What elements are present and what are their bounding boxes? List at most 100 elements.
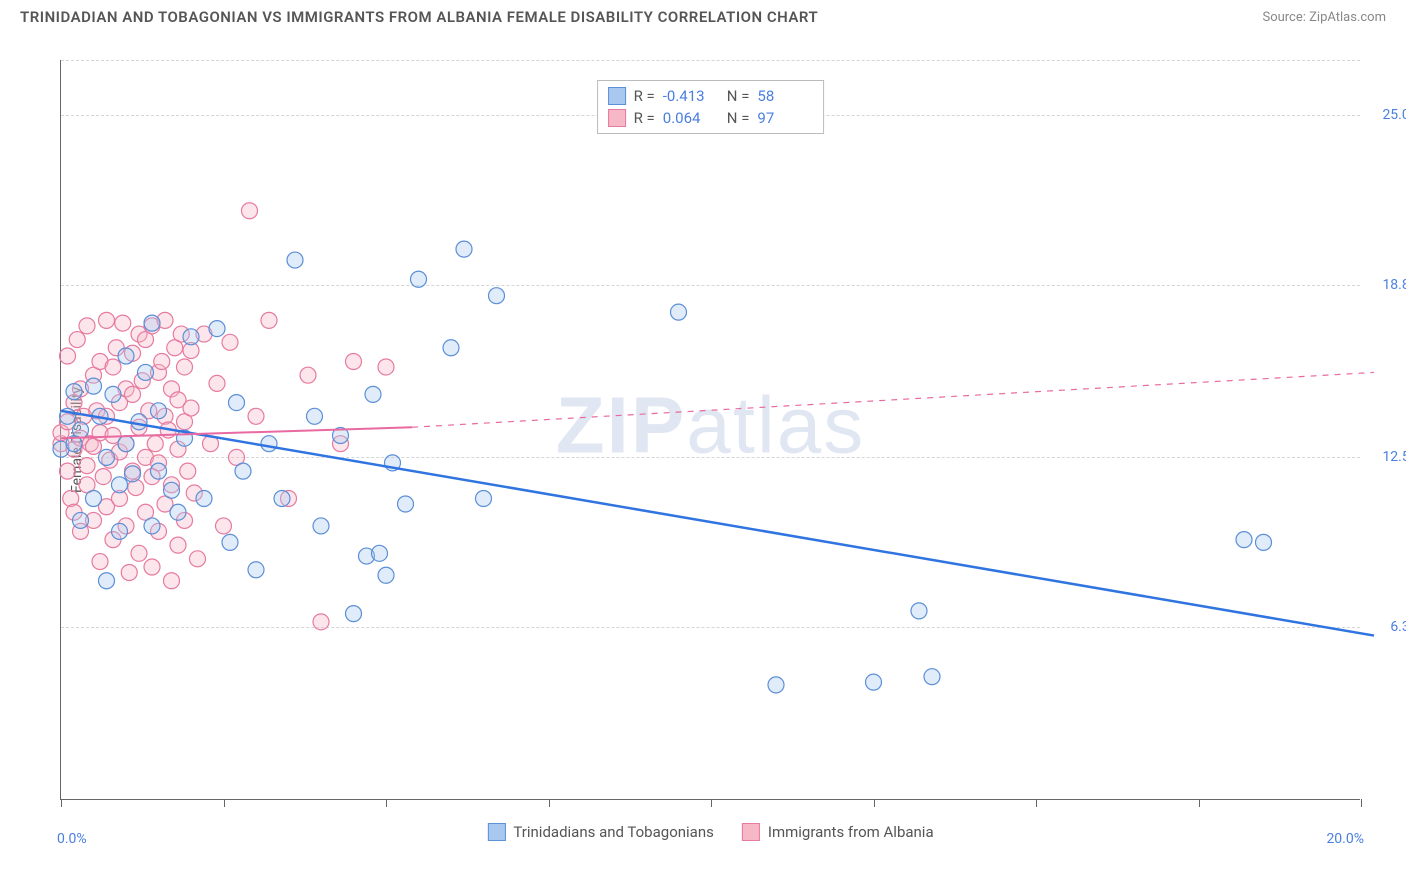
data-point — [60, 348, 76, 364]
data-point — [170, 504, 186, 520]
data-point — [154, 353, 170, 369]
x-axis-min-label: 0.0% — [57, 831, 87, 847]
x-tick — [549, 799, 550, 807]
data-point — [911, 603, 927, 619]
source-prefix: Source: — [1262, 10, 1309, 25]
x-tick — [874, 799, 875, 807]
data-point — [398, 496, 414, 512]
source-label: Source: ZipAtlas.com — [1262, 10, 1386, 25]
data-point — [79, 318, 95, 334]
y-tick-label: 18.8% — [1365, 277, 1406, 293]
data-point — [222, 534, 238, 550]
y-tick-label: 25.0% — [1365, 107, 1406, 123]
data-point — [92, 554, 108, 570]
legend-n-label: N = — [727, 87, 750, 105]
data-point — [86, 491, 102, 507]
legend-swatch — [608, 87, 626, 105]
data-point — [242, 203, 258, 219]
data-point — [209, 375, 225, 391]
scatter-plot — [61, 60, 1361, 800]
y-tick-label: 6.3% — [1365, 619, 1406, 635]
legend-n-label: N = — [727, 109, 750, 127]
data-point — [147, 436, 163, 452]
data-point — [261, 312, 277, 328]
data-point — [209, 321, 225, 337]
legend-n-value: 58 — [757, 87, 813, 105]
legend-series-label: Trinidadians and Tobagonians — [513, 823, 713, 841]
data-point — [112, 523, 128, 539]
legend-r-value: -0.413 — [663, 87, 719, 105]
data-point — [69, 332, 85, 348]
x-tick — [1199, 799, 1200, 807]
data-point — [768, 677, 784, 693]
data-point — [866, 674, 882, 690]
x-tick — [224, 799, 225, 807]
data-point — [190, 551, 206, 567]
legend-swatch — [742, 823, 760, 841]
data-point — [489, 288, 505, 304]
legend-correlation-row: R =0.064N =97 — [608, 107, 814, 129]
trend-line — [61, 411, 1374, 636]
data-point — [378, 567, 394, 583]
legend-correlation-row: R = -0.413 N = 58 — [608, 85, 814, 107]
data-point — [183, 329, 199, 345]
data-point — [456, 241, 472, 257]
data-point — [79, 458, 95, 474]
data-point — [121, 565, 137, 581]
x-tick — [1361, 799, 1362, 807]
data-point — [180, 463, 196, 479]
data-point — [924, 669, 940, 685]
x-tick — [386, 799, 387, 807]
data-point — [346, 353, 362, 369]
data-point — [138, 364, 154, 380]
legend-r-label: R = — [634, 87, 655, 105]
data-point — [99, 312, 115, 328]
data-point — [86, 378, 102, 394]
data-point — [196, 491, 212, 507]
chart-container: Female Disability ZIPatlas 6.3%12.5%18.8… — [20, 40, 1386, 840]
plot-area: ZIPatlas 6.3%12.5%18.8%25.0% R =-0.413N … — [60, 60, 1360, 800]
trend-line-extrapolated — [412, 372, 1374, 427]
data-point — [115, 315, 131, 331]
data-point — [248, 408, 264, 424]
data-point — [313, 518, 329, 534]
x-axis-max-label: 20.0% — [1326, 831, 1364, 847]
data-point — [216, 518, 232, 534]
legend-n-value: 97 — [757, 109, 813, 127]
source-link[interactable]: ZipAtlas.com — [1309, 10, 1386, 25]
data-point — [476, 491, 492, 507]
data-point — [144, 559, 160, 575]
chart-title: TRINIDADIAN AND TOBAGONIAN VS IMMIGRANTS… — [20, 8, 818, 26]
x-tick — [1036, 799, 1037, 807]
data-point — [112, 477, 128, 493]
data-point — [118, 348, 134, 364]
data-point — [307, 408, 323, 424]
y-tick-label: 12.5% — [1365, 449, 1406, 465]
data-point — [125, 386, 141, 402]
data-point — [99, 573, 115, 589]
data-point — [151, 403, 167, 419]
data-point — [73, 512, 89, 528]
data-point — [183, 400, 199, 416]
data-point — [170, 537, 186, 553]
data-point — [300, 367, 316, 383]
data-point — [274, 491, 290, 507]
data-point — [378, 359, 394, 375]
data-point — [151, 463, 167, 479]
data-point — [177, 359, 193, 375]
data-point — [164, 482, 180, 498]
data-point — [118, 436, 134, 452]
data-point — [346, 606, 362, 622]
data-point — [99, 449, 115, 465]
data-point — [131, 414, 147, 430]
legend-series: Trinidadians and TobagoniansImmigrants f… — [487, 823, 933, 841]
data-point — [60, 463, 76, 479]
x-tick — [61, 799, 62, 807]
data-point — [164, 573, 180, 589]
data-point — [671, 304, 687, 320]
data-point — [443, 340, 459, 356]
data-point — [1236, 532, 1252, 548]
data-point — [229, 395, 245, 411]
data-point — [411, 271, 427, 287]
data-point — [105, 386, 121, 402]
